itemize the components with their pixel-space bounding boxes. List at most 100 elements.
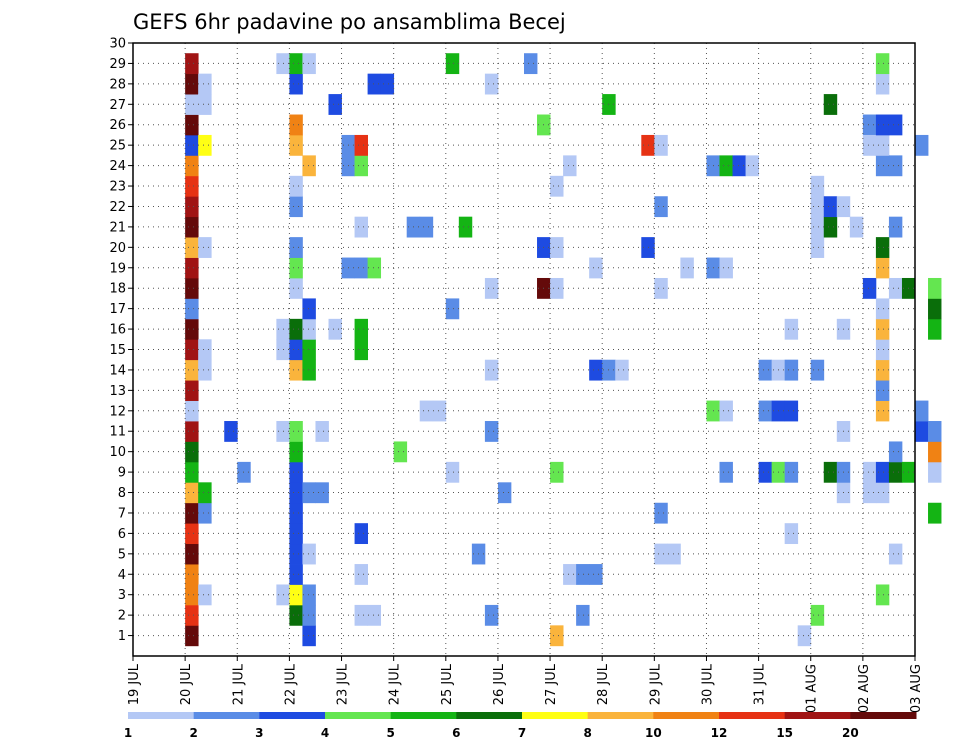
- heatmap-cell: [419, 400, 434, 422]
- heatmap-cell: [315, 421, 329, 442]
- x-tick-label: 28 JUL: [596, 663, 611, 705]
- y-tick-label: 17: [109, 302, 126, 317]
- y-tick-label: 9: [118, 466, 126, 481]
- heatmap-cell: [185, 155, 199, 177]
- heatmap-cell: [289, 73, 303, 95]
- heatmap-cell: [289, 53, 303, 75]
- x-tick-label: 24 JUL: [388, 663, 403, 705]
- x-tick-label: 27 JUL: [544, 663, 559, 705]
- heatmap-cell: [928, 461, 942, 483]
- y-tick-label: 29: [109, 57, 126, 72]
- heatmap-cell: [302, 359, 316, 381]
- heatmap-cell: [185, 461, 199, 483]
- heatmap-cell: [185, 359, 199, 381]
- heatmap-cell: [915, 421, 929, 442]
- heatmap-cell: [667, 543, 681, 565]
- x-tick-label: 02 AUG: [857, 664, 872, 713]
- heatmap-cell: [550, 237, 564, 258]
- heatmap-cell: [289, 318, 303, 340]
- heatmap-cell: [862, 114, 877, 136]
- heatmap-cell: [888, 543, 903, 565]
- heatmap-cell: [784, 523, 799, 545]
- heatmap-cell: [484, 73, 499, 95]
- heatmap-cell: [823, 196, 838, 218]
- heatmap-cell: [354, 134, 368, 156]
- heatmap-cell: [862, 461, 877, 483]
- heatmap-cell: [915, 134, 929, 156]
- heatmap-cell: [289, 441, 303, 463]
- heatmap-cell: [289, 502, 303, 524]
- heatmap-cell: [719, 461, 733, 483]
- colorbar-label: 10: [645, 726, 662, 740]
- heatmap-cell: [875, 114, 890, 136]
- heatmap-cell: [928, 502, 942, 524]
- heatmap-cell: [185, 257, 199, 279]
- colorbar-swatch: [719, 712, 786, 719]
- heatmap-cell: [497, 482, 512, 504]
- heatmap-cell: [550, 175, 564, 197]
- y-tick-label: 23: [109, 180, 126, 195]
- heatmap-cell: [589, 564, 603, 585]
- y-tick-label: 22: [109, 200, 126, 215]
- heatmap-cell: [185, 584, 199, 606]
- heatmap-cell: [289, 421, 303, 442]
- heatmap-cell: [888, 461, 903, 483]
- heatmap-cell: [328, 318, 342, 340]
- heatmap-cell: [875, 73, 890, 95]
- heatmap-cell: [524, 53, 538, 75]
- heatmap-cell: [810, 175, 825, 197]
- heatmap-cell: [888, 216, 903, 238]
- heatmap-cell: [198, 482, 212, 504]
- colorbar-swatch: [587, 712, 654, 719]
- heatmap-cell: [745, 155, 759, 177]
- heatmap-cell: [784, 359, 799, 381]
- y-tick-label: 25: [109, 139, 126, 154]
- heatmap-cell: [367, 257, 382, 279]
- colorbar-label: 3: [255, 726, 263, 740]
- heatmap-cell: [875, 400, 890, 422]
- heatmap-cell: [928, 277, 942, 299]
- colorbar-label: 2: [189, 726, 197, 740]
- heatmap-cell: [823, 94, 838, 115]
- colorbar-swatch: [784, 712, 851, 719]
- y-tick-label: 27: [109, 98, 126, 113]
- heatmap-cell: [654, 277, 668, 299]
- colorbar-label: 8: [583, 726, 591, 740]
- colorbar-swatch: [259, 712, 326, 719]
- heatmap-cell: [784, 400, 799, 422]
- heatmap-cell: [484, 277, 499, 299]
- heatmap-cell: [367, 604, 382, 626]
- heatmap-cell: [810, 216, 825, 238]
- heatmap-cell: [289, 359, 303, 381]
- heatmap-cell: [185, 94, 199, 115]
- heatmap-cell: [484, 421, 499, 442]
- colorbar: 1 2 3 4 5 6 7 8 10 12 15 20: [124, 712, 917, 740]
- y-tick-label: 24: [109, 159, 126, 174]
- heatmap-cell: [550, 625, 564, 647]
- y-tick-label: 3: [118, 588, 126, 603]
- heatmap-cell: [302, 318, 316, 340]
- heatmap-cell: [875, 359, 890, 381]
- heatmap-cells: [185, 53, 942, 647]
- heatmap-cell: [576, 604, 590, 626]
- heatmap-cell: [550, 461, 564, 483]
- heatmap-cell: [289, 237, 303, 258]
- heatmap-cell: [888, 155, 903, 177]
- colorbar-swatch: [456, 712, 523, 719]
- heatmap-cell: [185, 216, 199, 238]
- y-tick-label: 15: [109, 343, 126, 358]
- y-tick-label: 12: [109, 404, 126, 419]
- colorbar-swatch: [325, 712, 392, 719]
- x-tick-label: 26 JUL: [492, 663, 507, 705]
- heatmap-cell: [302, 155, 316, 177]
- chart-title: GEFS 6hr padavine po ansamblima Becej: [133, 10, 566, 34]
- y-tick-label: 1: [118, 629, 126, 644]
- heatmap-cell: [354, 318, 368, 340]
- colorbar-swatch: [653, 712, 720, 719]
- heatmap-cell: [185, 175, 199, 197]
- colorbar-swatch: [522, 712, 589, 719]
- y-tick-label: 11: [109, 425, 126, 440]
- y-axis-labels: 1234567891011121314151617181920212223242…: [109, 37, 133, 644]
- heatmap-cell: [185, 196, 199, 218]
- y-tick-label: 10: [109, 445, 126, 460]
